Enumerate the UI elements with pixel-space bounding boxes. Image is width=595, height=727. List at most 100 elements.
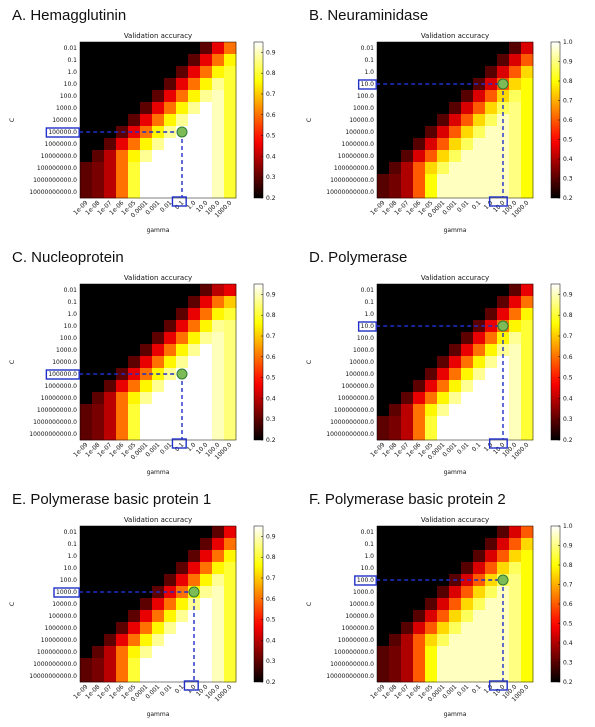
colorbar-tick-label: 0.6 bbox=[563, 117, 573, 124]
y-tick-label: 1000000.0 bbox=[342, 141, 375, 148]
heat-cell bbox=[140, 54, 153, 67]
colorbar bbox=[253, 41, 264, 199]
heat-cell bbox=[104, 78, 117, 91]
heat-cell bbox=[200, 284, 213, 297]
heat-cell bbox=[212, 404, 225, 417]
heat-cell bbox=[509, 356, 522, 369]
heat-cell bbox=[212, 138, 225, 151]
heat-cell bbox=[92, 54, 105, 67]
heat-cell bbox=[461, 284, 474, 297]
colorbar-tick-label: 0.7 bbox=[266, 333, 276, 340]
heat-cell bbox=[485, 526, 498, 539]
heat-cell bbox=[437, 598, 450, 611]
heat-cell bbox=[377, 54, 390, 67]
heat-cell bbox=[485, 174, 498, 187]
heat-cell bbox=[140, 320, 153, 333]
heat-cell bbox=[200, 538, 213, 551]
x-tick-label: 0.01 bbox=[159, 199, 174, 214]
y-tick-label: 0.01 bbox=[361, 529, 375, 536]
heat-cell bbox=[188, 102, 201, 115]
heat-cell bbox=[212, 356, 225, 369]
heat-cell bbox=[164, 416, 177, 429]
heat-cell bbox=[152, 392, 165, 405]
heat-cell bbox=[449, 356, 462, 369]
heat-cell bbox=[437, 90, 450, 103]
heat-cell bbox=[449, 610, 462, 623]
heat-cell bbox=[449, 332, 462, 345]
plot-subtitle: Validation accuracy bbox=[124, 32, 192, 40]
heat-cell bbox=[116, 332, 129, 345]
heat-cell bbox=[140, 670, 153, 683]
heat-cell bbox=[377, 78, 390, 91]
heat-cell bbox=[212, 380, 225, 393]
heat-cell bbox=[389, 610, 402, 623]
heat-cell bbox=[128, 416, 141, 429]
y-tick-label: 1000000.0 bbox=[342, 383, 375, 390]
heat-cell bbox=[485, 380, 498, 393]
heat-cell bbox=[509, 634, 522, 647]
heat-cell bbox=[116, 526, 129, 539]
colorbar-tick-label: 0.8 bbox=[563, 562, 573, 569]
heat-cell bbox=[449, 526, 462, 539]
heat-cell bbox=[497, 550, 510, 563]
heat-cell bbox=[437, 428, 450, 441]
heat-cell bbox=[401, 296, 414, 309]
heat-cell bbox=[128, 392, 141, 405]
heat-cell bbox=[425, 186, 438, 199]
heat-cell bbox=[188, 90, 201, 103]
heat-cell bbox=[104, 102, 117, 115]
heat-cell bbox=[200, 392, 213, 405]
heat-cell bbox=[485, 138, 498, 151]
heat-cell bbox=[449, 66, 462, 79]
heat-cell bbox=[80, 610, 93, 623]
heat-cell bbox=[164, 150, 177, 163]
heat-cell bbox=[116, 42, 129, 55]
heat-cell bbox=[521, 368, 534, 381]
heat-cell bbox=[449, 162, 462, 175]
heat-cell bbox=[140, 78, 153, 91]
x-tick-label: 0.1 bbox=[471, 441, 483, 453]
heat-cell bbox=[128, 90, 141, 103]
heat-cell bbox=[521, 126, 534, 139]
heat-cell bbox=[413, 150, 426, 163]
heat-cell bbox=[413, 344, 426, 357]
heat-cell bbox=[437, 174, 450, 187]
heat-cell bbox=[140, 622, 153, 635]
heat-cell bbox=[509, 186, 522, 199]
heat-cell bbox=[521, 66, 534, 79]
heat-cell bbox=[401, 392, 414, 405]
heat-cell bbox=[92, 380, 105, 393]
heat-cell bbox=[92, 186, 105, 199]
heat-cell bbox=[413, 404, 426, 417]
heat-cell bbox=[92, 598, 105, 611]
y-tick-label: 1000.0 bbox=[353, 589, 374, 596]
colorbar-tick-label: 0.8 bbox=[563, 78, 573, 85]
y-tick-label: 100000000.0 bbox=[334, 165, 374, 172]
heat-cell bbox=[80, 658, 93, 671]
heat-cell bbox=[176, 114, 189, 127]
heat-cell bbox=[128, 126, 141, 139]
colorbar-tick-label: 0.6 bbox=[266, 596, 276, 603]
heat-cell bbox=[473, 538, 486, 551]
colorbar-tick-label: 0.9 bbox=[266, 291, 276, 298]
heat-cell bbox=[116, 670, 129, 683]
heat-cell bbox=[140, 162, 153, 175]
heat-cell bbox=[212, 162, 225, 175]
plot-subtitle: Validation accuracy bbox=[421, 32, 489, 40]
best-marker bbox=[176, 126, 188, 138]
heat-cell bbox=[389, 368, 402, 381]
heat-cell bbox=[80, 102, 93, 115]
colorbar bbox=[550, 283, 561, 441]
highlight-box bbox=[171, 438, 187, 449]
heat-cell bbox=[176, 586, 189, 599]
heat-cell bbox=[473, 586, 486, 599]
heat-cell bbox=[140, 150, 153, 163]
heat-cell bbox=[509, 308, 522, 321]
heat-cell bbox=[521, 174, 534, 187]
heat-cell bbox=[377, 114, 390, 127]
heat-cell bbox=[200, 416, 213, 429]
heat-cell bbox=[473, 308, 486, 321]
heat-cell bbox=[188, 296, 201, 309]
heat-cell bbox=[152, 150, 165, 163]
heat-cell bbox=[401, 90, 414, 103]
